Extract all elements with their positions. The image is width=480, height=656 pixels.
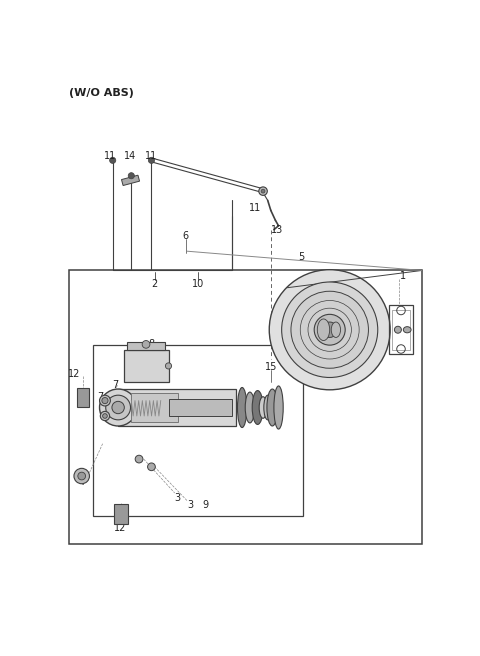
Text: 10: 10 — [192, 279, 204, 289]
Circle shape — [106, 395, 131, 420]
Circle shape — [100, 411, 109, 420]
Bar — [77, 388, 89, 407]
Ellipse shape — [331, 322, 340, 337]
Text: 6: 6 — [182, 231, 189, 241]
Text: 11: 11 — [249, 203, 262, 213]
Circle shape — [112, 401, 124, 414]
Circle shape — [395, 326, 401, 333]
Text: 9: 9 — [203, 501, 209, 510]
Text: (W/O ABS): (W/O ABS) — [69, 88, 134, 98]
Circle shape — [259, 187, 267, 195]
Circle shape — [135, 455, 143, 463]
Text: 7: 7 — [113, 380, 119, 390]
Text: 14: 14 — [124, 152, 136, 161]
Ellipse shape — [252, 390, 263, 424]
Ellipse shape — [274, 386, 283, 429]
Text: 13: 13 — [271, 224, 283, 235]
Circle shape — [102, 398, 108, 403]
Bar — [127, 342, 165, 350]
Text: 3: 3 — [175, 493, 181, 502]
Bar — [168, 399, 232, 416]
Bar — [132, 393, 178, 422]
Circle shape — [147, 463, 156, 470]
Circle shape — [282, 282, 378, 377]
Circle shape — [142, 340, 150, 348]
Circle shape — [269, 270, 390, 390]
Ellipse shape — [317, 319, 330, 340]
Text: 12: 12 — [114, 523, 127, 533]
Circle shape — [148, 157, 155, 163]
Circle shape — [103, 414, 107, 419]
Text: 7: 7 — [97, 392, 103, 403]
Circle shape — [322, 322, 337, 337]
Ellipse shape — [403, 327, 411, 333]
Text: 3: 3 — [187, 501, 193, 510]
Circle shape — [99, 395, 110, 406]
Circle shape — [261, 189, 265, 193]
Circle shape — [128, 173, 134, 179]
Ellipse shape — [264, 395, 272, 420]
Circle shape — [109, 157, 116, 163]
Text: 4: 4 — [79, 477, 85, 487]
Ellipse shape — [259, 397, 267, 419]
Text: 8: 8 — [148, 338, 155, 348]
Text: 2: 2 — [151, 279, 157, 289]
Bar — [118, 389, 236, 426]
Text: 15: 15 — [264, 361, 277, 372]
Text: 11: 11 — [104, 152, 117, 161]
Ellipse shape — [267, 389, 278, 426]
Bar — [93, 345, 303, 516]
Circle shape — [74, 468, 89, 483]
Circle shape — [78, 472, 85, 480]
Circle shape — [314, 314, 345, 345]
Bar — [123, 350, 168, 382]
Bar — [393, 310, 409, 350]
Text: 5: 5 — [299, 252, 305, 262]
Bar — [389, 305, 413, 354]
Bar — [69, 270, 422, 544]
Bar — [114, 504, 128, 523]
Circle shape — [291, 291, 369, 368]
Text: 11: 11 — [145, 152, 157, 161]
Ellipse shape — [245, 392, 254, 423]
Ellipse shape — [238, 388, 247, 428]
Circle shape — [166, 363, 172, 369]
Bar — [121, 175, 140, 186]
Text: 1: 1 — [399, 271, 406, 281]
Circle shape — [99, 389, 137, 426]
Text: 12: 12 — [68, 369, 80, 379]
